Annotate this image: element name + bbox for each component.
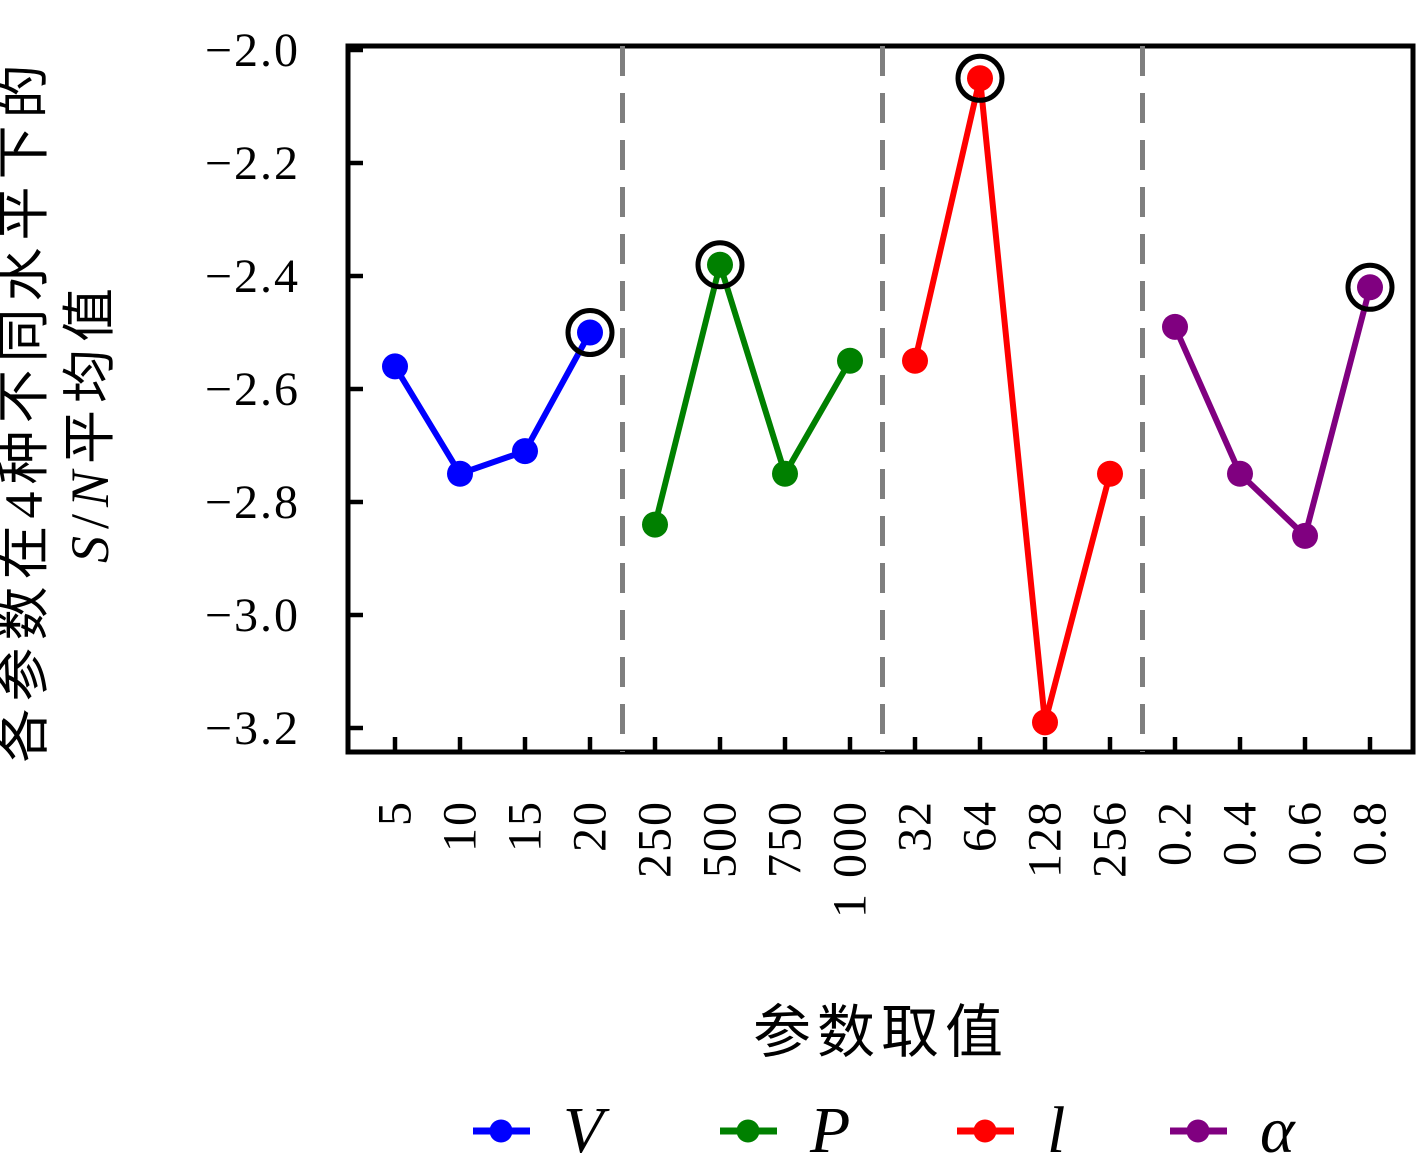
y-tick-label: −3.0 — [205, 589, 300, 642]
x-tick-label: 256 — [1084, 800, 1137, 878]
legend-item-V: V — [473, 1094, 610, 1167]
x-tick-label: 250 — [629, 800, 682, 878]
x-tick-label: 10 — [434, 800, 487, 852]
y-tick-label: −2.2 — [205, 137, 300, 190]
legend-item-l: l — [957, 1094, 1065, 1167]
best-level-ring — [565, 308, 615, 357]
series-V-line — [392, 331, 593, 478]
x-tick-label: 0.6 — [1279, 800, 1332, 866]
x-tick-label: 32 — [889, 800, 942, 852]
legend-item-P: P — [720, 1094, 850, 1167]
group-x-axis-ticks: 5 10 15 20 250 500 750 1 000 32 64 128 256 0.2 0.4 0.6… — [369, 737, 1397, 918]
series-V-point — [382, 353, 408, 380]
legend-label: α — [1260, 1094, 1296, 1167]
legend-label: l — [1047, 1094, 1065, 1167]
best-level-ring — [1345, 262, 1395, 312]
series-P-point — [837, 347, 863, 374]
y-tick-label: −2.4 — [205, 250, 300, 303]
series-P-point — [642, 511, 668, 538]
x-tick-label: 750 — [759, 800, 812, 878]
series-P-point — [772, 460, 798, 487]
series-V-point — [577, 319, 603, 346]
x-tick-label: 128 — [1019, 800, 1072, 878]
y-axis-title-slash: / — [60, 507, 120, 529]
series-l-point — [1097, 460, 1123, 487]
series-P-line — [652, 253, 853, 526]
series-P-point — [707, 251, 733, 278]
y-tick-label: −3.2 — [205, 702, 300, 755]
series-α-point — [1292, 522, 1318, 549]
y-tick-label: −2.6 — [205, 363, 300, 416]
legend-marker-dot — [973, 1119, 997, 1143]
series-α-point — [1227, 460, 1253, 487]
best-level-ring — [695, 240, 745, 290]
legend-label: P — [809, 1094, 850, 1167]
x-tick-label: 5 — [369, 800, 422, 826]
y-tick-label: −2.8 — [205, 476, 300, 529]
series-l-line — [912, 77, 1113, 724]
x-tick-label: 1 000 — [824, 800, 877, 918]
y-axis-title-line1: 各参数在4种不同水平下的 — [0, 58, 54, 763]
y-axis-title-suffix: 平均值 — [60, 281, 120, 464]
legend-marker-dot — [489, 1119, 513, 1143]
series-V-point — [447, 460, 473, 487]
series-l-point — [902, 347, 928, 374]
y-axis-title-sn-s: S — [60, 529, 120, 563]
x-tick-label: 0.2 — [1149, 800, 1202, 866]
legend-label: V — [563, 1094, 610, 1167]
series-l-point — [1032, 709, 1058, 736]
legend-item-α: α — [1170, 1094, 1296, 1167]
series-V-point — [512, 438, 538, 465]
series-α-point — [1162, 313, 1188, 340]
series-α-line — [1172, 286, 1373, 542]
group-separators — [620, 46, 1145, 752]
x-axis-title: 参数取值 — [753, 1000, 1009, 1065]
y-axis-title-line2: S/N平均值 — [60, 281, 120, 563]
y-axis-title-sn-n: N — [60, 464, 120, 508]
x-tick-label: 500 — [694, 800, 747, 878]
series-l-point — [967, 65, 993, 92]
x-tick-label: 0.8 — [1344, 800, 1397, 866]
x-tick-label: 20 — [564, 800, 617, 852]
legend-marker-dot — [1186, 1119, 1210, 1143]
legend-marker-dot — [736, 1119, 760, 1143]
series-α-point — [1357, 274, 1383, 301]
x-tick-label: 64 — [954, 800, 1007, 852]
x-tick-label: 0.4 — [1214, 800, 1267, 866]
group-best-level-rings — [565, 53, 1395, 357]
x-tick-label: 15 — [499, 800, 552, 852]
group-series — [382, 65, 1383, 736]
y-tick-label: −2.0 — [205, 24, 300, 77]
group-y-axis-ticks: −2.0 −2.2 −2.4 −2.6 −2.8 −3.0 −3.2 — [205, 24, 363, 755]
best-level-ring — [955, 53, 1005, 103]
